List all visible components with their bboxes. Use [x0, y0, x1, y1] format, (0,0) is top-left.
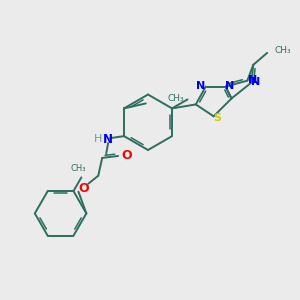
Text: N: N [250, 76, 260, 87]
Text: CH₃: CH₃ [71, 164, 86, 173]
Text: O: O [78, 182, 89, 195]
Text: O: O [122, 149, 132, 162]
Text: N: N [196, 81, 206, 91]
Text: N: N [103, 133, 113, 146]
Text: S: S [214, 113, 222, 123]
Text: N: N [248, 75, 257, 85]
Text: H: H [94, 134, 102, 144]
Text: CH₃: CH₃ [274, 46, 291, 56]
Text: CH₃: CH₃ [168, 94, 184, 103]
Text: N: N [225, 81, 234, 91]
